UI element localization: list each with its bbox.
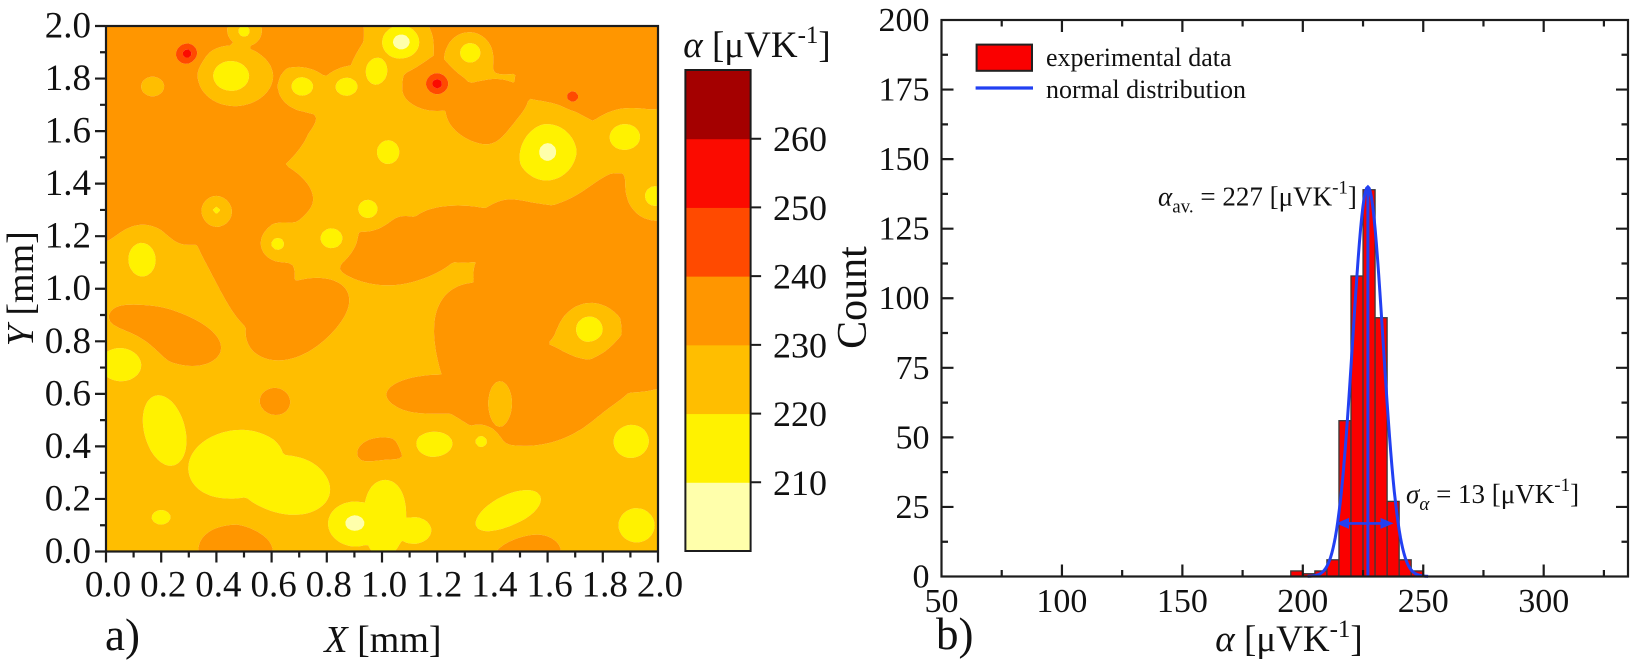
svg-text:125: 125 [879, 211, 930, 248]
svg-text:1.4: 1.4 [45, 163, 91, 204]
svg-text:1.0: 1.0 [45, 268, 91, 309]
svg-text:175: 175 [879, 72, 930, 109]
svg-text:1.2: 1.2 [45, 216, 91, 257]
svg-text:210: 210 [773, 463, 827, 503]
svg-text:0.2: 0.2 [45, 478, 91, 519]
svg-text:0.6: 0.6 [45, 373, 91, 414]
svg-text:1.0: 1.0 [361, 565, 407, 606]
svg-text:1.4: 1.4 [471, 565, 517, 606]
svg-text:150: 150 [879, 141, 930, 178]
svg-text:1.6: 1.6 [526, 565, 572, 606]
svg-text:260: 260 [773, 119, 827, 159]
svg-text:1.2: 1.2 [416, 565, 462, 606]
svg-text:100: 100 [879, 280, 930, 317]
svg-text:normal distribution: normal distribution [1046, 75, 1246, 104]
svg-text:0.8: 0.8 [306, 565, 352, 606]
svg-text:230: 230 [773, 325, 827, 365]
svg-text:a): a) [105, 610, 140, 660]
svg-text:b): b) [936, 609, 974, 659]
svg-text:250: 250 [1398, 583, 1449, 620]
svg-text:αav. = 227 [μVK-1]: αav. = 227 [μVK-1] [1158, 178, 1357, 218]
svg-text:1.8: 1.8 [582, 565, 628, 606]
svg-text:240: 240 [773, 257, 827, 297]
svg-text:2.0: 2.0 [45, 6, 91, 47]
svg-text:X [mm]: X [mm] [322, 619, 441, 661]
svg-text:0.4: 0.4 [45, 426, 91, 467]
svg-text:σα = 13 [μVK-1]: σα = 13 [μVK-1] [1406, 475, 1579, 515]
svg-text:2.0: 2.0 [637, 565, 683, 606]
svg-text:0.0: 0.0 [45, 531, 91, 572]
svg-text:experimental data: experimental data [1046, 43, 1232, 72]
svg-text:50: 50 [896, 419, 930, 456]
svg-text:1.6: 1.6 [45, 111, 91, 152]
svg-text:Count: Count [830, 246, 876, 349]
svg-text:75: 75 [896, 350, 930, 387]
svg-text:25: 25 [896, 489, 930, 526]
svg-text:0.0: 0.0 [85, 565, 131, 606]
svg-text:0.4: 0.4 [195, 565, 241, 606]
svg-text:0.2: 0.2 [140, 565, 186, 606]
svg-text:1.8: 1.8 [45, 58, 91, 99]
svg-text:0.6: 0.6 [250, 565, 296, 606]
svg-text:250: 250 [773, 188, 827, 228]
svg-text:Y [mm]: Y [mm] [0, 231, 42, 346]
svg-text:0: 0 [913, 559, 930, 596]
svg-text:0.8: 0.8 [45, 321, 91, 362]
svg-text:150: 150 [1157, 583, 1208, 620]
svg-text:200: 200 [1277, 583, 1328, 620]
svg-text:300: 300 [1518, 583, 1569, 620]
svg-text:100: 100 [1036, 583, 1087, 620]
svg-text:200: 200 [879, 2, 930, 39]
svg-text:50: 50 [925, 583, 959, 620]
svg-text:220: 220 [773, 394, 827, 434]
